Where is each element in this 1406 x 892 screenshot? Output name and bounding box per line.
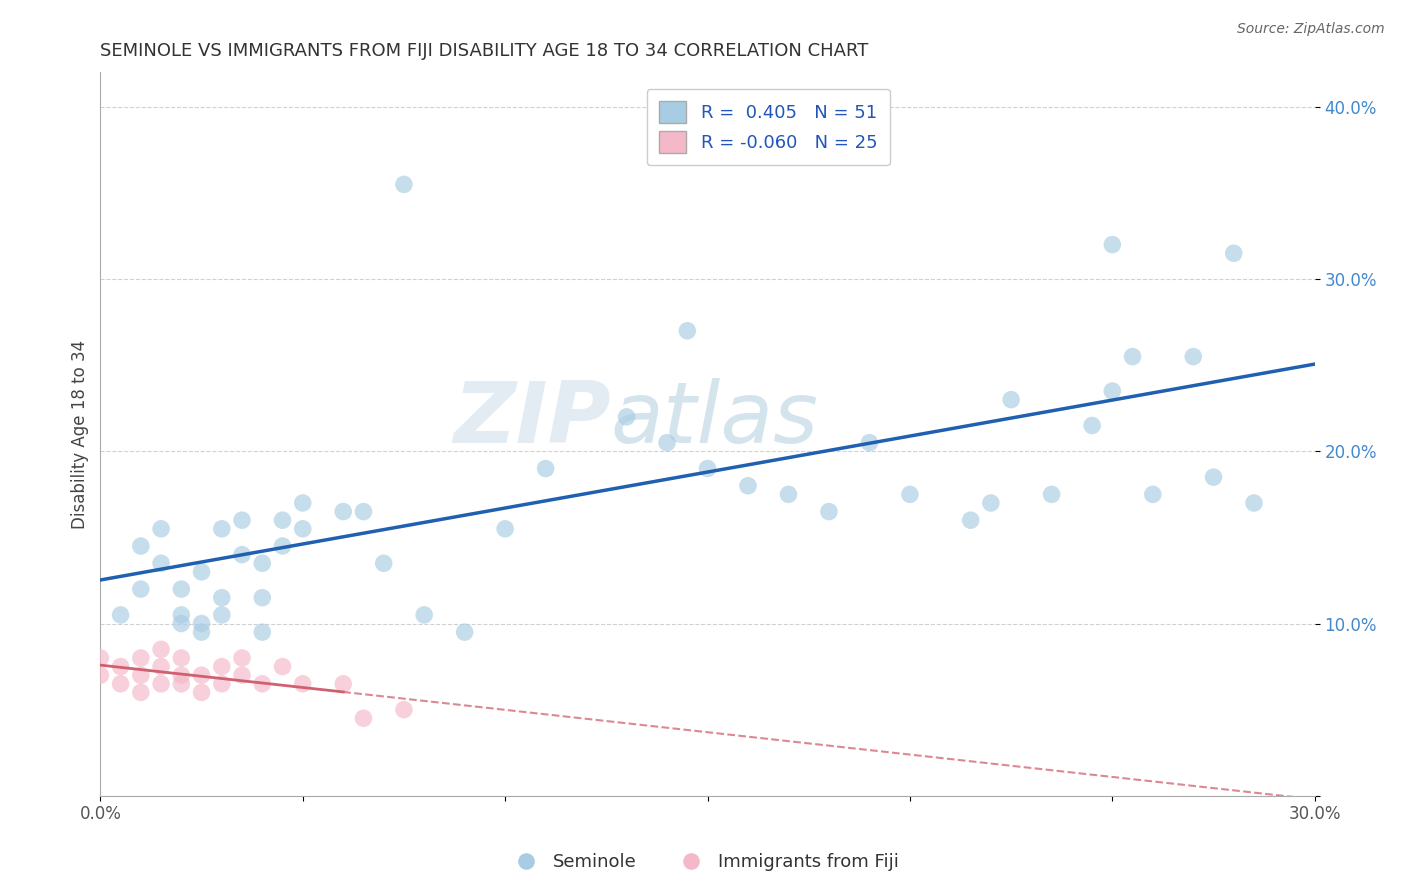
Point <box>129 582 152 596</box>
Y-axis label: Disability Age 18 to 34: Disability Age 18 to 34 <box>72 340 89 529</box>
Point <box>696 461 718 475</box>
Point <box>1040 487 1063 501</box>
Point <box>1202 470 1225 484</box>
Point <box>150 677 173 691</box>
Point <box>818 505 841 519</box>
Point <box>1222 246 1244 260</box>
Point <box>271 539 294 553</box>
Point <box>231 668 253 682</box>
Legend: R =  0.405   N = 51, R = -0.060   N = 25: R = 0.405 N = 51, R = -0.060 N = 25 <box>647 88 890 165</box>
Point <box>129 651 152 665</box>
Point <box>980 496 1002 510</box>
Point <box>190 565 212 579</box>
Point <box>676 324 699 338</box>
Point <box>453 625 475 640</box>
Point <box>959 513 981 527</box>
Point <box>129 539 152 553</box>
Point <box>1122 350 1144 364</box>
Point <box>252 625 274 640</box>
Point <box>271 659 294 673</box>
Text: Source: ZipAtlas.com: Source: ZipAtlas.com <box>1237 22 1385 37</box>
Point <box>858 435 880 450</box>
Point <box>494 522 516 536</box>
Point <box>110 659 132 673</box>
Point <box>1081 418 1104 433</box>
Point <box>211 607 233 622</box>
Point <box>211 591 233 605</box>
Point <box>150 642 173 657</box>
Point <box>737 479 759 493</box>
Legend: Seminole, Immigrants from Fiji: Seminole, Immigrants from Fiji <box>501 847 905 879</box>
Point <box>898 487 921 501</box>
Point <box>110 677 132 691</box>
Point <box>252 591 274 605</box>
Point <box>1101 384 1123 398</box>
Point <box>778 487 800 501</box>
Point <box>211 659 233 673</box>
Point <box>252 677 274 691</box>
Point <box>170 668 193 682</box>
Point <box>231 651 253 665</box>
Point <box>1182 350 1205 364</box>
Point <box>413 607 436 622</box>
Text: SEMINOLE VS IMMIGRANTS FROM FIJI DISABILITY AGE 18 TO 34 CORRELATION CHART: SEMINOLE VS IMMIGRANTS FROM FIJI DISABIL… <box>100 42 869 60</box>
Point <box>129 668 152 682</box>
Point <box>211 522 233 536</box>
Point <box>1101 237 1123 252</box>
Point <box>190 616 212 631</box>
Point <box>1243 496 1265 510</box>
Point <box>89 668 111 682</box>
Point <box>89 651 111 665</box>
Point <box>231 548 253 562</box>
Point <box>190 625 212 640</box>
Text: ZIP: ZIP <box>453 378 610 461</box>
Point <box>332 505 354 519</box>
Point <box>332 677 354 691</box>
Point <box>211 677 233 691</box>
Point <box>150 556 173 570</box>
Point <box>353 505 375 519</box>
Point <box>150 659 173 673</box>
Point <box>291 522 314 536</box>
Point <box>170 582 193 596</box>
Point <box>110 607 132 622</box>
Point <box>190 685 212 699</box>
Point <box>1000 392 1022 407</box>
Point <box>1142 487 1164 501</box>
Point <box>655 435 678 450</box>
Point <box>676 134 699 148</box>
Point <box>291 496 314 510</box>
Point <box>190 668 212 682</box>
Point <box>129 685 152 699</box>
Point <box>392 178 415 192</box>
Point <box>291 677 314 691</box>
Point <box>170 677 193 691</box>
Point <box>392 703 415 717</box>
Point <box>616 409 638 424</box>
Point <box>534 461 557 475</box>
Point <box>231 513 253 527</box>
Point <box>150 522 173 536</box>
Point <box>170 651 193 665</box>
Text: atlas: atlas <box>610 378 818 461</box>
Point <box>170 616 193 631</box>
Point <box>373 556 395 570</box>
Point <box>353 711 375 725</box>
Point <box>271 513 294 527</box>
Point <box>170 607 193 622</box>
Point <box>252 556 274 570</box>
